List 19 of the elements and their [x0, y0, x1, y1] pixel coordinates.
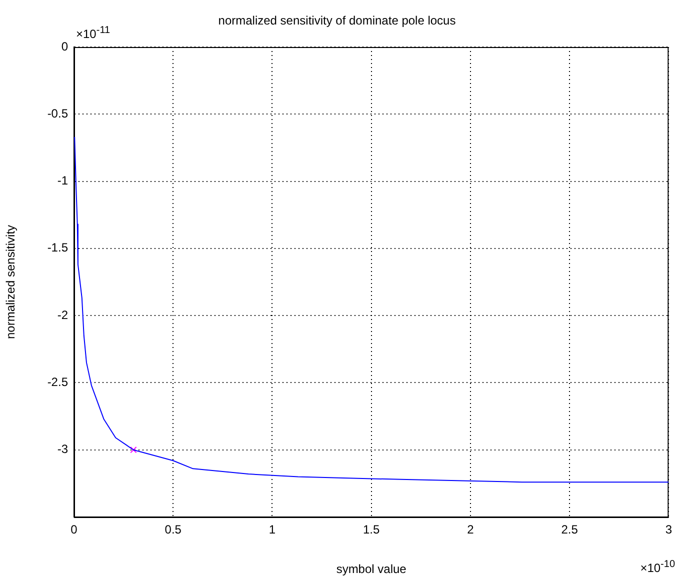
text: ×10$^{-10}$	[640, 559, 675, 575]
x-tick-label: 2.5	[561, 522, 578, 537]
y-tick-label: -2.5	[47, 375, 68, 390]
x-tick-label: 0.5	[164, 522, 182, 537]
y-tick-label: -3	[57, 442, 68, 456]
y-tick-label: -2	[57, 308, 68, 322]
y-tick-label: -1.5	[47, 240, 68, 255]
y-tick-label: -1	[57, 174, 68, 188]
x-tick-label: 1	[268, 522, 276, 537]
y-axis-title: normalized sensitivity	[4, 224, 18, 340]
x-tick-label: 0	[70, 522, 78, 537]
chart-title: normalized sensitivity of dominate pole locus	[218, 14, 456, 28]
text: ×10$^{-11}$	[76, 25, 110, 41]
y-tick-label: -0.5	[47, 106, 68, 120]
x-tick-label: 2	[467, 522, 474, 537]
x-tick-label: 3	[665, 522, 672, 537]
x-axis-title: symbol value	[336, 562, 407, 576]
x-tick-label: 1.5	[362, 522, 380, 537]
y-tick-label: 0	[61, 39, 68, 54]
